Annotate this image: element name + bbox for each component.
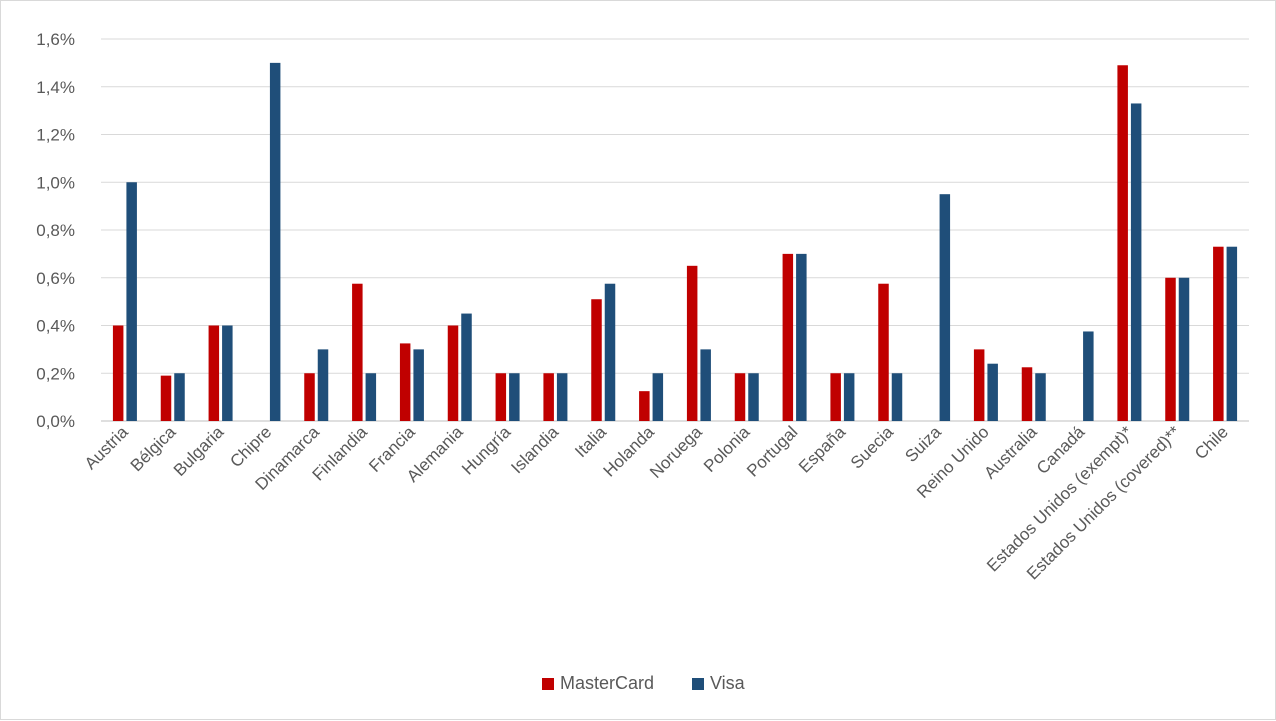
bar-mastercard (639, 391, 650, 421)
bar-mastercard (734, 373, 746, 421)
bar-visa (939, 194, 951, 421)
x-tick-label: Italia (571, 422, 610, 461)
y-tick-label: 1,0% (36, 173, 75, 192)
bars (112, 62, 1238, 422)
bar-mastercard (830, 373, 841, 421)
bar-mastercard (878, 283, 889, 421)
x-tick-label: Noruega (646, 422, 706, 482)
x-tick-label: Australia (980, 422, 1041, 483)
bar-mastercard (591, 299, 602, 421)
legend-label: Visa (710, 673, 746, 693)
bar-mastercard (447, 325, 459, 421)
bar-visa (748, 373, 759, 421)
bar-visa (700, 349, 711, 421)
bar-visa (174, 373, 185, 421)
x-tick-label: Hungría (458, 422, 515, 479)
y-tick-label: 1,2% (36, 126, 75, 145)
bar-visa (461, 313, 472, 421)
legend-label: MasterCard (560, 673, 654, 693)
bar-visa (269, 62, 281, 421)
bar-visa (843, 373, 855, 421)
bar-mastercard (160, 375, 172, 421)
bar-visa (1130, 103, 1142, 422)
bar-mastercard (112, 325, 124, 421)
bar-visa (604, 283, 616, 421)
bar-visa (652, 373, 664, 421)
legend-swatch-mastercard (542, 678, 554, 690)
y-tick-label: 0,4% (36, 317, 75, 336)
x-tick-label: Bulgaria (170, 422, 228, 480)
x-tick-label: Suecia (847, 422, 898, 473)
y-tick-label: 0,6% (36, 269, 75, 288)
x-axis-ticks: AustriaBélgicaBulgariaChipreDinamarcaFin… (81, 422, 1232, 583)
bar-mastercard (1165, 277, 1176, 421)
bar-mastercard (1021, 367, 1033, 421)
x-tick-label: Austria (81, 422, 132, 473)
gridlines (101, 38, 1249, 422)
bar-mastercard (686, 265, 698, 421)
bar-visa (556, 373, 568, 421)
bar-mastercard (782, 253, 794, 421)
bar-visa (1035, 373, 1046, 421)
bar-visa (987, 363, 998, 421)
bar-visa (365, 373, 377, 421)
bar-mastercard (543, 373, 554, 421)
bar-mastercard (495, 373, 507, 421)
bar-mastercard (1117, 65, 1128, 421)
bar-mastercard (1213, 246, 1224, 421)
y-tick-label: 1,4% (36, 78, 75, 97)
legend: MasterCard Visa (542, 673, 746, 693)
y-tick-label: 1,6% (36, 30, 75, 49)
y-tick-label: 0,8% (36, 221, 75, 240)
legend-swatch-visa (692, 678, 704, 690)
bar-visa (891, 373, 903, 421)
bar-mastercard (304, 373, 315, 421)
bar-mastercard (399, 343, 411, 421)
bar-visa (1083, 331, 1094, 421)
bar-visa (509, 373, 520, 421)
bar-mastercard (352, 283, 363, 421)
bar-visa (1226, 246, 1238, 421)
y-tick-label: 0,0% (36, 412, 75, 431)
y-axis-ticks: 0,0% 0,2% 0,4% 0,6% 0,8% 1,0% 1,2% 1,4% 1,6% (36, 30, 75, 431)
bar-mastercard (973, 349, 985, 421)
x-tick-label: Chile (1191, 422, 1232, 463)
bar-visa (413, 349, 424, 421)
x-tick-label: Islandia (507, 422, 562, 477)
bar-mastercard (208, 325, 220, 421)
bar-visa (317, 349, 329, 421)
y-tick-label: 0,2% (36, 364, 75, 383)
x-tick-label: España (795, 422, 850, 477)
x-tick-label: Suiza (901, 422, 945, 466)
x-tick-label: Portugal (743, 422, 801, 480)
bar-visa (222, 325, 233, 421)
bar-visa (126, 182, 137, 421)
bar-visa (1178, 277, 1190, 421)
bar-visa (796, 253, 807, 421)
